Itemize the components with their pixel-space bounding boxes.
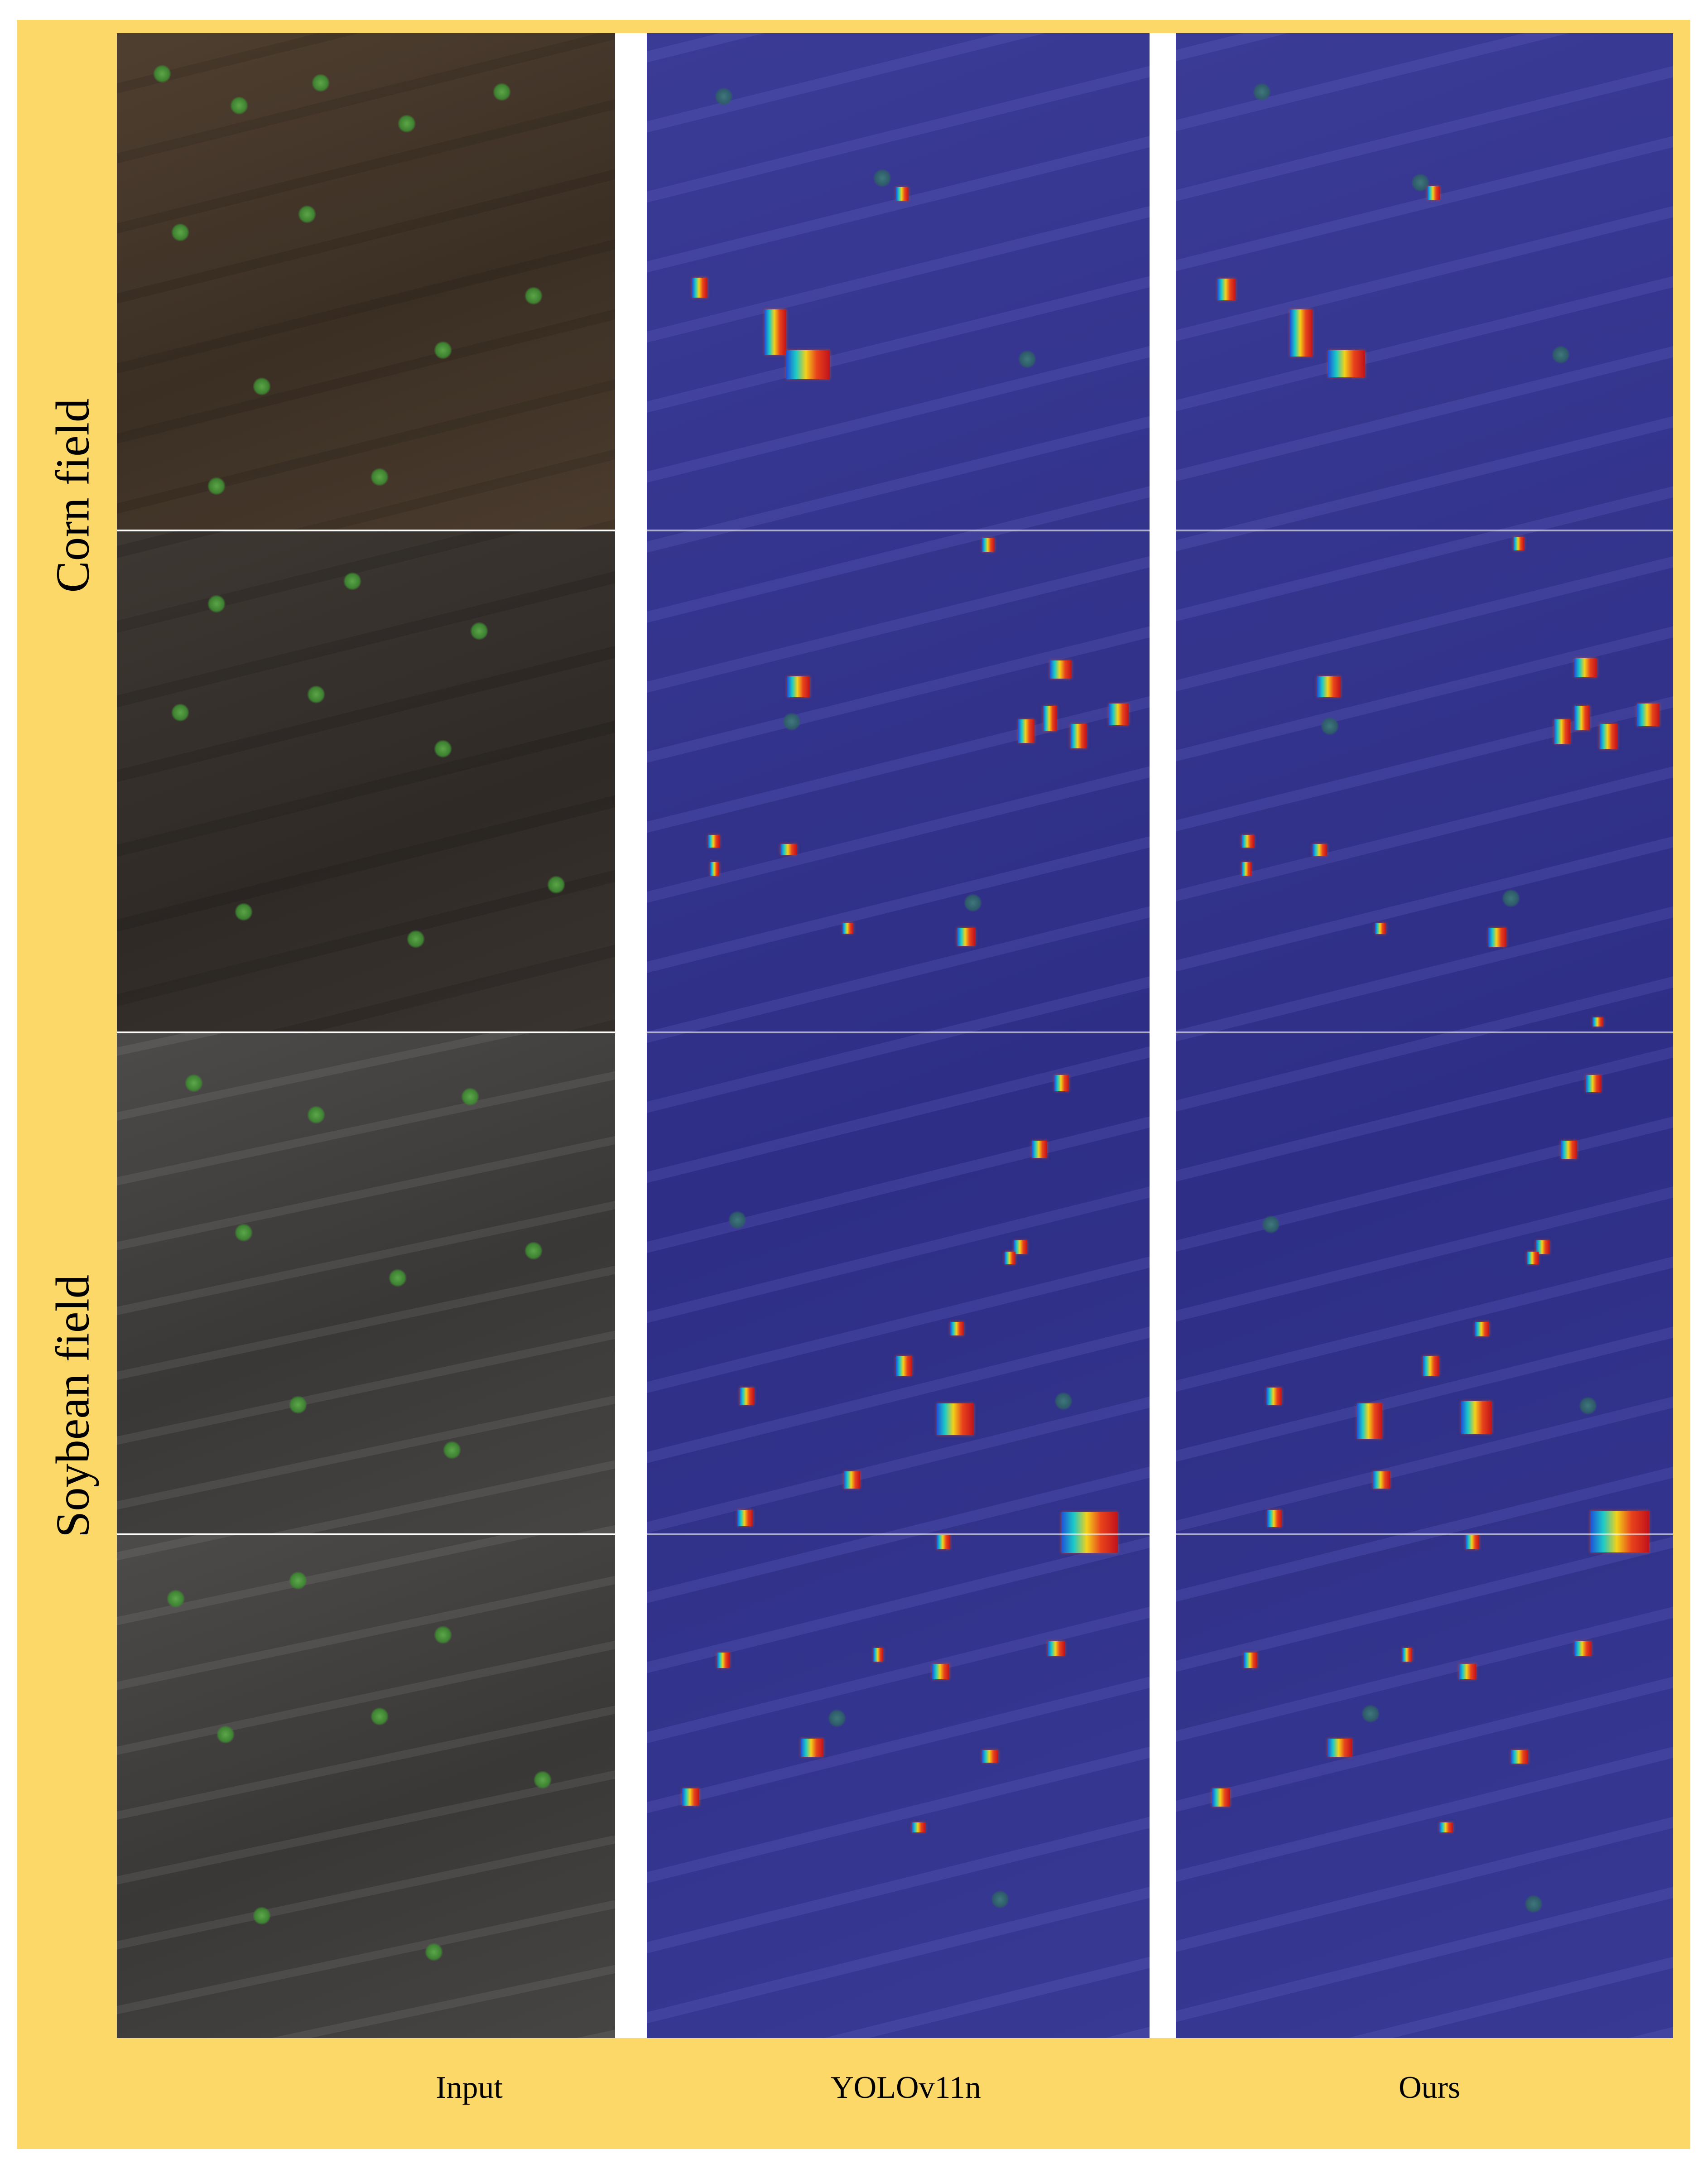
row-group-label-soybean: Soybean field	[46, 1274, 99, 1538]
row-group-label-corn: Corn field	[46, 398, 99, 593]
input-image-corn-2	[117, 531, 615, 1031]
figure-frame: Corn field Soybean field	[17, 20, 1690, 2149]
yolov11n-column	[647, 33, 1150, 2038]
column-separator	[615, 33, 647, 2038]
column-label-yolov11n: YOLOv11n	[831, 2070, 981, 2105]
input-column	[117, 33, 615, 2038]
input-image-corn-1	[117, 33, 615, 530]
column-label-ours: Ours	[1398, 2070, 1461, 2105]
input-image-soybean-2	[117, 1535, 615, 2038]
column-separator	[1150, 33, 1176, 2038]
column-label-input: Input	[436, 2070, 503, 2105]
input-image-soybean-1	[117, 1033, 615, 1533]
ours-column	[1176, 33, 1673, 2038]
